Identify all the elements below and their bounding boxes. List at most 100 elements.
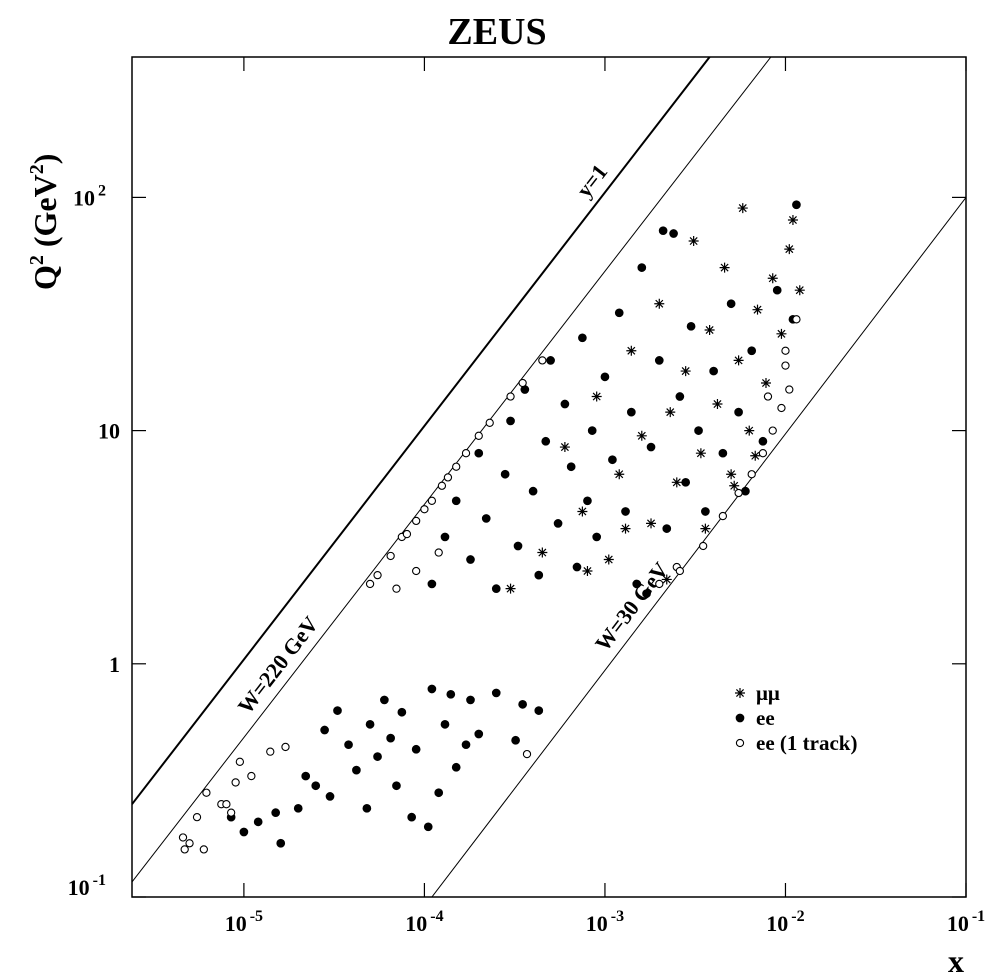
point-filled xyxy=(669,229,678,238)
point-open xyxy=(758,449,768,458)
point-filled xyxy=(451,496,461,506)
point-open xyxy=(266,747,275,756)
point-filled xyxy=(747,346,757,356)
point-filled xyxy=(333,706,342,715)
point-asterisk xyxy=(744,425,755,436)
reference-line-label: y=1 xyxy=(571,159,612,202)
y-axis-label-part: Q xyxy=(27,265,63,290)
point-asterisk xyxy=(726,469,737,480)
point-asterisk xyxy=(767,273,778,284)
x-tick-label-base: 10 xyxy=(586,911,608,936)
reference-line-label: W=220 GeV xyxy=(233,611,324,718)
x-tick-label: 10 -5 xyxy=(225,908,263,936)
point-filled xyxy=(637,263,647,272)
y-tick-label-base: 10 xyxy=(73,185,95,210)
point-filled xyxy=(662,524,672,533)
point-filled xyxy=(735,713,745,723)
point-asterisk xyxy=(661,574,672,585)
x-tick-label-exponent: -4 xyxy=(430,908,443,925)
y-tick-label: 10 2 xyxy=(73,182,106,210)
point-filled xyxy=(681,477,691,487)
point-filled xyxy=(587,426,597,435)
x-tick-label-base: 10 xyxy=(766,911,788,936)
x-tick-label-exponent: -3 xyxy=(611,908,624,925)
point-asterisk xyxy=(733,355,744,366)
point-asterisk xyxy=(752,304,763,315)
point-open xyxy=(452,462,461,471)
point-open xyxy=(781,361,790,370)
point-filled xyxy=(481,514,491,523)
chart-title: ZEUS xyxy=(447,11,546,53)
point-asterisk xyxy=(582,566,593,577)
point-filled xyxy=(546,356,555,365)
point-filled xyxy=(311,781,321,791)
point-filled xyxy=(365,719,375,729)
reference-line-label: W=30 GeV xyxy=(590,557,674,656)
point-open xyxy=(768,426,777,435)
point-filled xyxy=(534,570,544,580)
point-filled xyxy=(701,507,710,516)
point-open xyxy=(231,778,240,787)
point-asterisk xyxy=(776,328,787,339)
point-filled xyxy=(654,356,664,365)
legend-label: ee xyxy=(756,706,775,730)
point-filled xyxy=(427,579,437,589)
point-open xyxy=(734,488,743,498)
point-asterisk xyxy=(537,547,548,558)
point-asterisk xyxy=(695,448,706,459)
point-asterisk xyxy=(671,477,682,488)
point-filled xyxy=(411,744,421,754)
point-filled xyxy=(446,689,456,699)
point-open xyxy=(235,757,245,766)
x-tick-label: 10 -3 xyxy=(586,908,624,936)
point-filled xyxy=(434,788,444,798)
point-open xyxy=(522,749,532,759)
point-asterisk xyxy=(680,366,691,377)
point-open xyxy=(518,378,527,388)
point-filled xyxy=(572,562,582,572)
point-filled xyxy=(553,519,563,528)
point-filled xyxy=(500,469,510,479)
legend-label: ee (1 track) xyxy=(756,731,857,755)
point-open xyxy=(763,392,773,401)
point-filled xyxy=(392,781,401,791)
point-filled xyxy=(694,426,703,435)
point-open xyxy=(222,800,231,809)
point-filled xyxy=(451,762,461,772)
point-filled xyxy=(239,827,249,837)
reference-line xyxy=(132,57,711,805)
point-filled xyxy=(491,584,501,594)
x-tick-label-base: 10 xyxy=(405,911,427,936)
point-open xyxy=(443,473,453,482)
point-filled xyxy=(373,752,382,761)
point-asterisk xyxy=(750,450,761,461)
point-open xyxy=(202,788,211,797)
point-filled xyxy=(626,407,636,417)
point-open xyxy=(655,579,664,589)
point-filled xyxy=(646,442,656,452)
x-tick-label-exponent: -5 xyxy=(250,908,263,925)
point-open xyxy=(192,812,202,822)
point-asterisk xyxy=(505,583,516,594)
point-asterisk xyxy=(704,325,715,336)
point-filled xyxy=(466,555,475,564)
point-filled xyxy=(427,684,437,694)
point-asterisk xyxy=(646,518,657,529)
x-tick-label: 10 -2 xyxy=(766,908,804,936)
point-filled xyxy=(397,707,407,717)
point-open xyxy=(412,516,421,526)
plot-frame xyxy=(131,56,967,898)
point-asterisk xyxy=(787,215,798,225)
point-open xyxy=(247,771,256,781)
point-filled xyxy=(600,372,610,382)
point-filled xyxy=(772,285,782,295)
point-open xyxy=(461,449,471,458)
point-filled xyxy=(528,486,538,496)
legend-label: μμ xyxy=(756,681,780,705)
point-open xyxy=(474,431,483,440)
point-filled xyxy=(658,226,668,236)
point-filled xyxy=(566,462,576,472)
point-asterisk xyxy=(665,407,676,418)
point-asterisk xyxy=(719,262,730,273)
